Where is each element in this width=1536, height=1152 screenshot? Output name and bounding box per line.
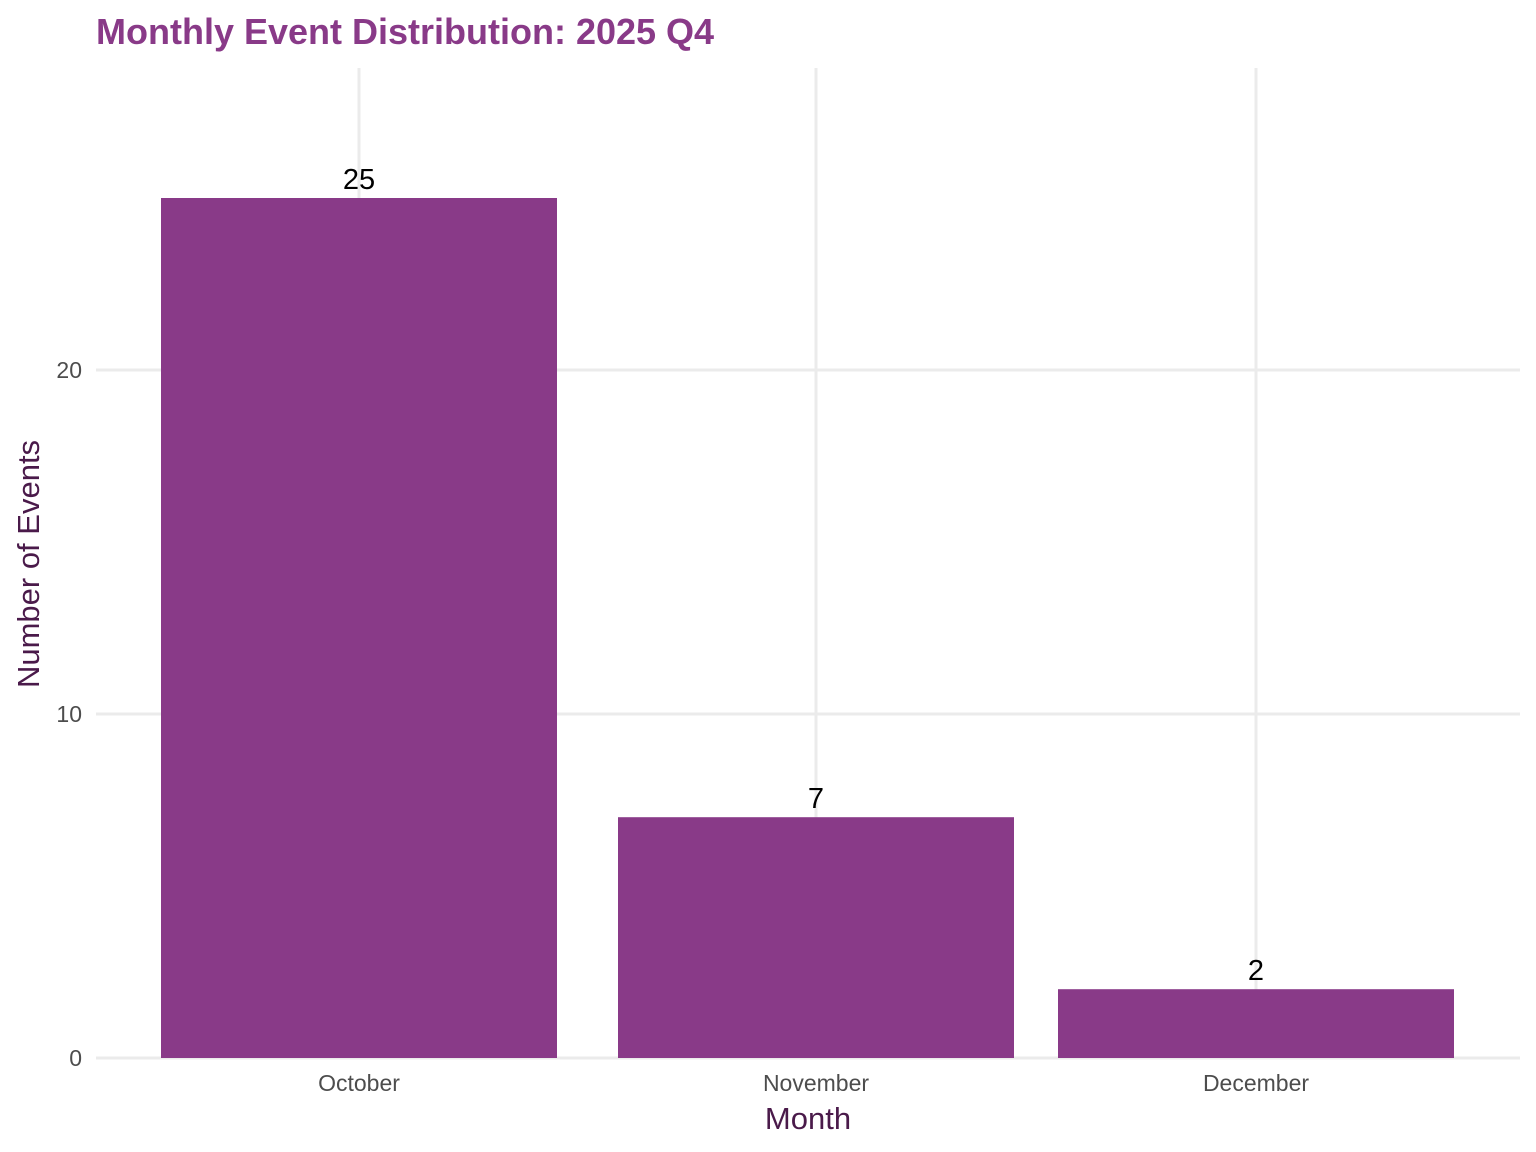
data-label-november: 7 [808,783,824,815]
y-axis-title: Number of Events [11,440,46,688]
bar-december [1058,989,1454,1058]
data-label-december: 2 [1248,955,1264,987]
data-labels: 25 7 2 [343,164,1264,987]
y-tick-label: 20 [56,357,82,383]
x-axis-title: Month [765,1101,851,1136]
bar-october [161,198,557,1058]
data-label-october: 25 [343,164,375,196]
chart-title: Monthly Event Distribution: 2025 Q4 [96,11,714,52]
bars [161,198,1454,1058]
y-tick-label: 0 [69,1045,82,1071]
y-axis-ticks: 0 10 20 [56,357,82,1071]
x-tick-label: December [1203,1070,1309,1096]
bar-november [618,817,1014,1058]
x-tick-label: October [318,1070,400,1096]
x-axis-ticks: October November December [318,1070,1309,1096]
y-tick-label: 10 [56,701,82,727]
x-tick-label: November [763,1070,869,1096]
